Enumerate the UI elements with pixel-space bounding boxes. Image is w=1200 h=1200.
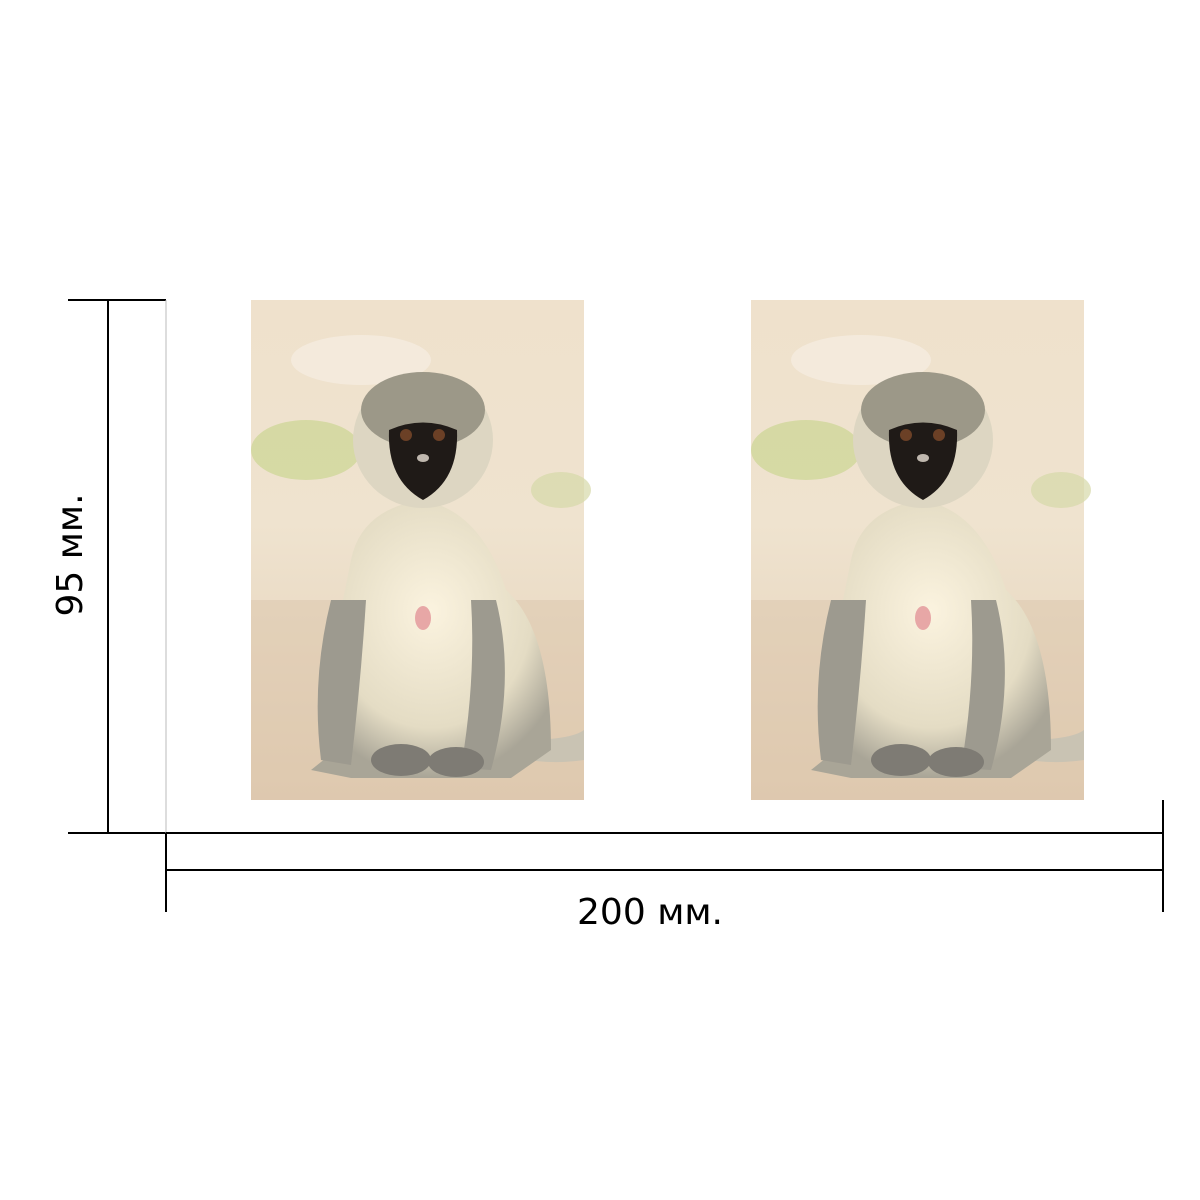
product-photo [751,300,1091,800]
height-label: 95 мм. [50,493,91,616]
product-photo [251,300,591,800]
width-label: 200 мм. [577,892,723,933]
